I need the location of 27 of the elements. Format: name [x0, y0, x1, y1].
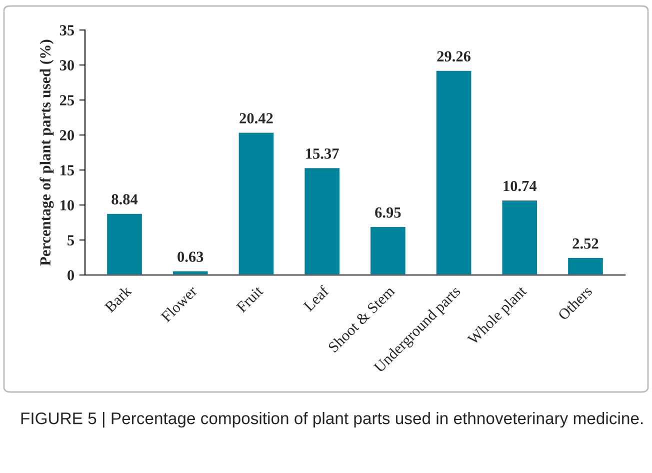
x-tick-label: Fruit [236, 285, 264, 314]
bar [106, 212, 144, 275]
bar [566, 256, 604, 275]
y-tick-label: 30 [60, 60, 74, 70]
y-axis-title: Percentage of plant parts used (%) [40, 40, 54, 266]
x-tick-label: Bark [104, 284, 132, 314]
data-label: 15.37 [306, 148, 339, 159]
bar [237, 131, 276, 275]
y-tick-label: 15 [60, 165, 74, 176]
y-tick-label: 10 [60, 200, 74, 210]
data-label: 8.84 [112, 194, 138, 205]
y-tick-label: 5 [68, 235, 74, 246]
data-label: 29.26 [437, 51, 471, 62]
data-label: 6.95 [375, 207, 401, 218]
bar [434, 69, 473, 275]
y-tick-label: 0 [68, 270, 74, 280]
data-label: 10.74 [504, 180, 537, 192]
data-label: 0.63 [178, 252, 204, 262]
bar [500, 199, 538, 275]
bar [303, 166, 341, 275]
data-label: 2.52 [572, 238, 598, 249]
y-tick-label: 35 [60, 25, 74, 36]
data-label: 20.42 [240, 113, 273, 124]
y-tick-label: 20 [60, 130, 74, 140]
caption: FIGURE 5 | Percentage composition of plant parts used in ethnoveterinary medicine. [21, 412, 643, 428]
y-tick-label: 25 [60, 95, 74, 106]
bar [369, 226, 407, 275]
